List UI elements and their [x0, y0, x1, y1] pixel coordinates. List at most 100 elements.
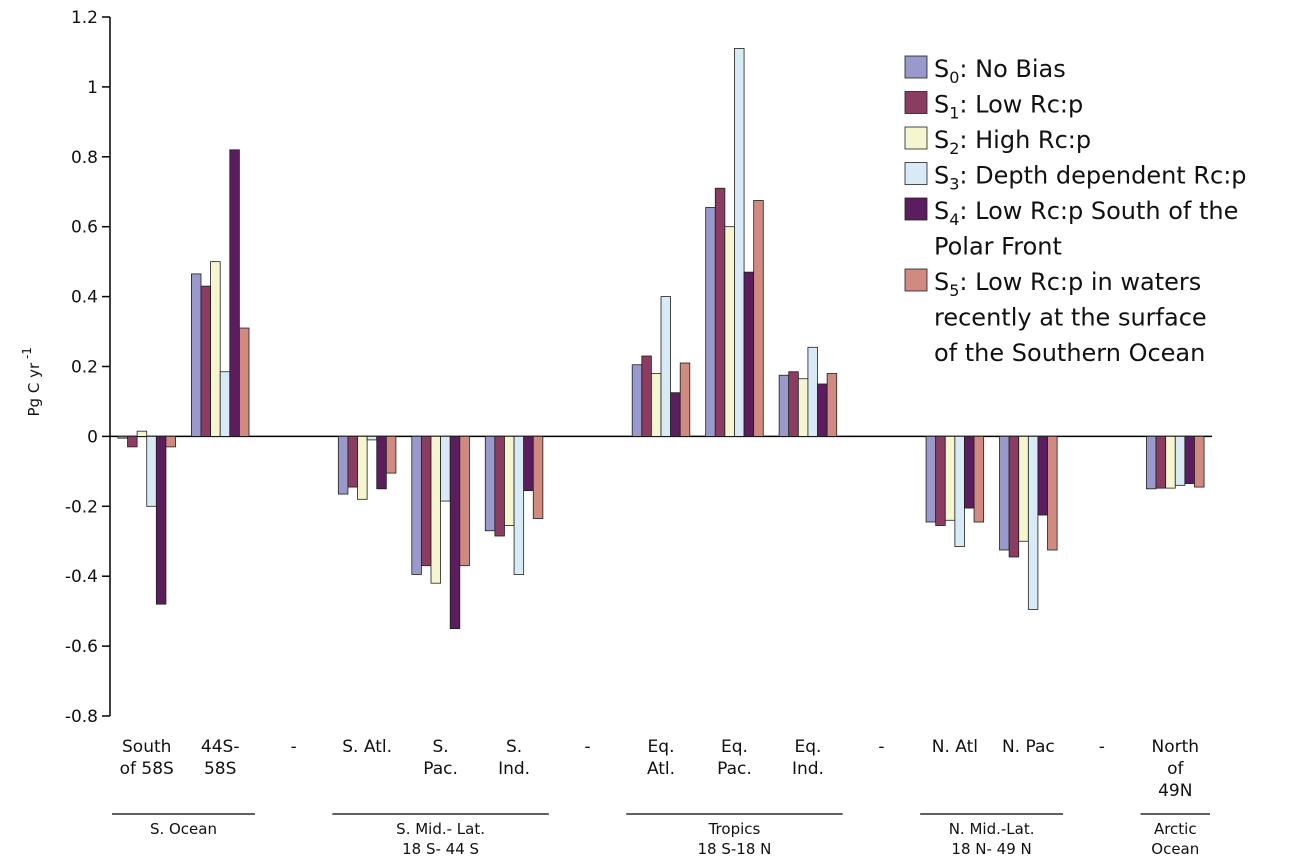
bar: [117, 435, 128, 439]
bar: [1184, 435, 1195, 484]
bars: [117, 48, 1205, 630]
legend-swatch: [904, 91, 928, 114]
bar: [1037, 435, 1048, 516]
category-label: North: [1151, 737, 1199, 757]
y-tick-label: -0.6: [65, 637, 98, 657]
bar: [670, 392, 681, 437]
bar: [1027, 435, 1039, 610]
legend-label: S5: Low Rc:p in waters: [934, 268, 1201, 300]
category-label: Ind.: [792, 759, 824, 779]
category-label: 44S-: [201, 737, 240, 757]
bar: [504, 435, 515, 526]
category-label: of 58S: [120, 759, 174, 779]
category-label: N. Atl: [932, 737, 978, 757]
category-label: S.: [432, 737, 448, 757]
bar: [753, 200, 764, 437]
bar: [238, 327, 250, 437]
category-label: Eq.: [721, 737, 748, 757]
legend-swatch: [904, 55, 928, 79]
bar: [155, 435, 167, 605]
bar: [440, 435, 451, 502]
legend-swatch: [904, 126, 928, 150]
bar: [631, 364, 643, 437]
bar: [385, 435, 397, 474]
bar: [532, 435, 544, 519]
bar: [944, 435, 956, 521]
legend-label: S3: Depth dependent Rc:p: [934, 162, 1247, 194]
bar: [229, 149, 240, 437]
bar: [430, 435, 442, 584]
category-label: South: [122, 737, 171, 757]
bar: [964, 435, 975, 509]
category-label: Pac.: [423, 759, 458, 779]
legend-label: S1: Low Rc:p: [934, 91, 1083, 123]
bar: [1165, 435, 1176, 489]
bar: [1018, 435, 1029, 542]
bar: [743, 271, 755, 437]
bar: [660, 296, 672, 437]
bar: [366, 435, 378, 441]
bar: [146, 435, 157, 507]
group-label: S. Ocean: [150, 820, 217, 838]
bar: [210, 261, 221, 437]
legend-label: S4: Low Rc:p South of the: [934, 197, 1238, 229]
bar: [337, 435, 349, 495]
bar: [1146, 435, 1157, 490]
bar: [935, 435, 946, 526]
bar: [925, 435, 937, 523]
y-tick-label: 1.2: [71, 8, 98, 28]
category-label: Eq.: [794, 737, 821, 757]
legend: S0: No Bias S1: Low Rc:pS2: High Rc:p S3: …: [904, 55, 1247, 367]
bar: [357, 435, 368, 500]
group-label: 18 S- 44 S: [402, 840, 479, 858]
group-label: N. Mid.-Lat.: [949, 820, 1035, 838]
bar: [165, 435, 176, 448]
bar: [1008, 435, 1020, 558]
y-tick-label: 0.4: [71, 288, 98, 308]
bar: [1155, 435, 1167, 489]
legend-swatch: [904, 268, 928, 292]
category-label: of: [1167, 759, 1184, 779]
bar: [219, 371, 231, 437]
y-tick-label: 0.2: [71, 358, 98, 378]
category-label: 58S: [204, 759, 236, 779]
bar: [1174, 435, 1186, 486]
bar: [411, 435, 422, 575]
bar: [807, 346, 818, 437]
bar: [1194, 435, 1205, 488]
legend-label: S0: No Bias: [934, 55, 1066, 87]
bar: [136, 430, 148, 437]
bar: [714, 187, 726, 437]
group-label: 18 S-18 N: [698, 840, 772, 858]
category-label: S. Atl.: [342, 737, 392, 757]
category-label: Atl.: [647, 759, 675, 779]
group-label: Arctic: [1154, 820, 1197, 838]
bar: [999, 435, 1010, 551]
legend-label: S2: High Rc:p: [934, 126, 1091, 158]
bar: [347, 435, 358, 488]
category-label: Pac.: [717, 759, 752, 779]
bar: [127, 435, 138, 448]
category-label: 49N: [1158, 781, 1192, 801]
bar: [954, 435, 965, 547]
bar: [376, 435, 387, 490]
bar: [420, 435, 432, 567]
bar: [826, 373, 838, 437]
legend-label-continued: recently at the surface: [934, 304, 1207, 332]
bar: [449, 435, 461, 630]
y-tick-label: -0.4: [65, 567, 98, 587]
bar: [973, 435, 985, 523]
bar: [778, 374, 790, 437]
category-label: -: [291, 737, 297, 757]
legend-swatch: [904, 162, 928, 185]
bar: [705, 207, 716, 437]
bar: [651, 373, 662, 437]
y-tick-label: 0.6: [71, 218, 98, 238]
category-label: S.: [506, 737, 522, 757]
bar: [724, 226, 735, 437]
legend-label-continued: of the Southern Ocean: [934, 339, 1205, 367]
category-label: Ind.: [498, 759, 530, 779]
bar: [797, 378, 809, 437]
